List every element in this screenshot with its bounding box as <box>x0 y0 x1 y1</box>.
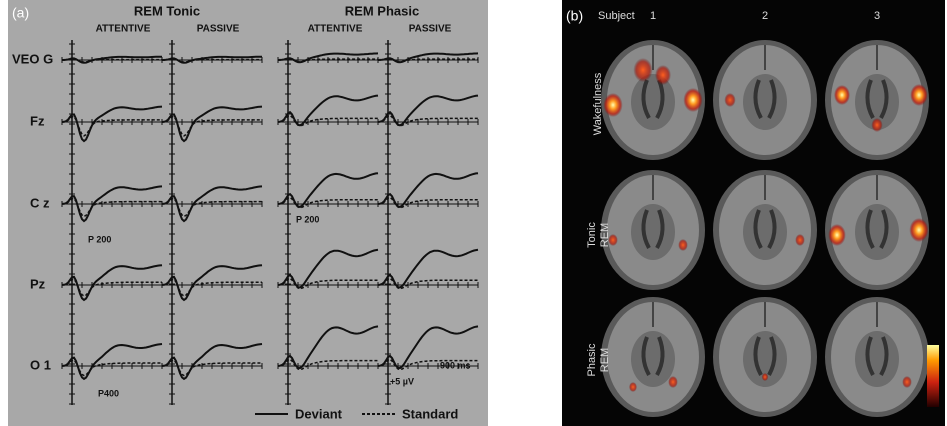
panel-label: (b) <box>566 8 583 24</box>
state-label: REM <box>599 348 611 372</box>
channel-label: Pz <box>30 276 46 291</box>
condition-label: ATTENTIVE <box>308 24 363 35</box>
activation <box>828 224 846 246</box>
activation <box>902 376 912 388</box>
brain-core <box>855 204 899 260</box>
color-bar <box>927 345 939 407</box>
brain-core <box>631 331 675 387</box>
scale-label: +5 µV <box>390 376 414 386</box>
brain-core <box>631 204 675 260</box>
activation <box>795 234 805 246</box>
activation <box>871 118 882 132</box>
peak-label: P 200 <box>296 214 319 224</box>
subject-label: Subject <box>598 10 635 22</box>
channel-label: Fz <box>30 113 45 128</box>
activation <box>603 93 622 117</box>
legend-label: Standard <box>402 406 458 421</box>
activation <box>683 88 702 112</box>
condition-label: PASSIVE <box>197 24 240 35</box>
channel-label: VEO G <box>12 51 53 66</box>
brain-core <box>631 74 675 130</box>
activation <box>909 218 928 242</box>
state-label: REM <box>599 223 611 247</box>
channel-label: C z <box>30 195 50 210</box>
activation <box>834 85 850 105</box>
activation <box>762 373 768 381</box>
state-label: Phasic <box>586 343 598 377</box>
peak-label: P400 <box>98 388 119 398</box>
brain-slices <box>601 40 929 417</box>
channel-label: O 1 <box>30 357 51 372</box>
group-title: REM Tonic <box>134 3 200 18</box>
legend-label: Deviant <box>295 406 343 421</box>
brain-core <box>743 204 787 260</box>
state-label: Tonic <box>586 222 598 248</box>
panel-label: (a) <box>12 5 29 21</box>
subject-number: 1 <box>650 10 656 22</box>
figure: (a) REM Tonic REM Phasic ATTENTIVE PASSI… <box>0 0 947 426</box>
condition-label: PASSIVE <box>409 24 452 35</box>
activation <box>910 84 928 106</box>
condition-label: ATTENTIVE <box>96 24 151 35</box>
scale-label: 900 ms <box>440 360 471 370</box>
activation <box>655 65 671 85</box>
activation <box>678 239 688 251</box>
group-title: REM Phasic <box>345 3 419 18</box>
activation <box>724 93 735 107</box>
peak-label: P 200 <box>88 234 111 244</box>
subject-number: 3 <box>874 10 880 22</box>
activation <box>629 382 637 392</box>
activation <box>633 58 652 82</box>
activation <box>668 376 678 388</box>
brain-core <box>855 331 899 387</box>
brain-core <box>743 74 787 130</box>
state-label: Wakefulness <box>592 72 604 135</box>
subject-number: 2 <box>762 10 768 22</box>
